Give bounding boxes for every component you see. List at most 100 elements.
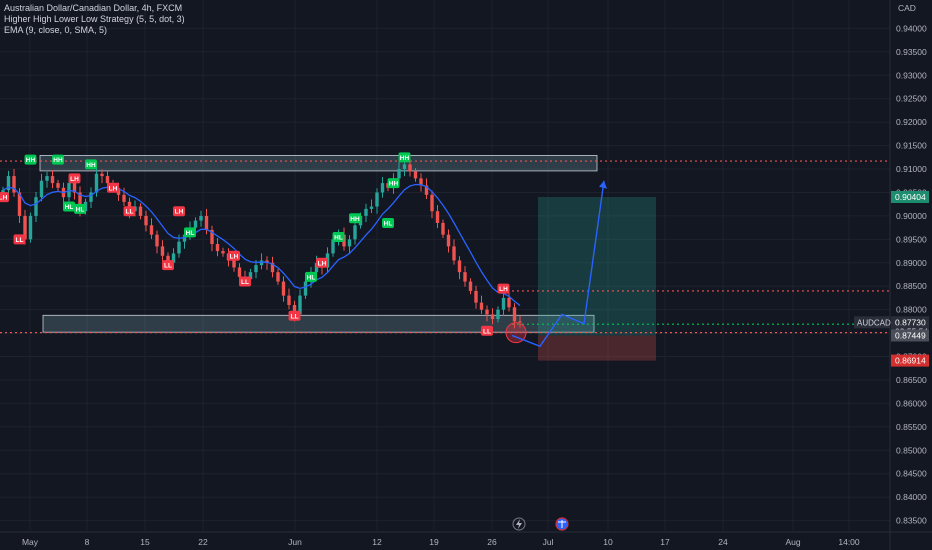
time-tick-label: 12: [372, 537, 382, 547]
structure-label-ll: LL: [13, 234, 26, 245]
target-price-tag-text: 0.90404: [895, 192, 926, 202]
time-tick-label: 26: [487, 537, 497, 547]
candle-body: [259, 260, 264, 266]
entry-price-tag-text: 0.87449: [895, 331, 926, 341]
lightning-icon-ring: [512, 517, 526, 531]
candle-body: [314, 262, 319, 273]
structure-label-hh: HH: [24, 154, 37, 165]
price-tick-label: 0.92000: [896, 117, 927, 127]
projection-path[interactable]: [511, 180, 607, 348]
lightning-icon[interactable]: [512, 517, 526, 531]
target-area[interactable]: [538, 196, 656, 336]
legend-title[interactable]: Australian Dollar/Canadian Dollar, 4h, F…: [4, 3, 183, 13]
candle-body: [34, 197, 38, 216]
candle-body: [468, 281, 473, 291]
candle-body: [457, 260, 462, 273]
target-price-tag[interactable]: 0.90404: [891, 190, 929, 203]
currency-label: CAD: [898, 3, 916, 13]
time-tick-label: 24: [718, 537, 728, 547]
candle-body: [155, 234, 159, 247]
structure-label-text: HL: [76, 206, 85, 213]
candle-body: [6, 176, 11, 191]
structure-label-box: [85, 159, 97, 170]
ema-polyline: [2, 183, 521, 307]
time-tick-label: 19: [429, 537, 439, 547]
structure-label-text: HH: [26, 157, 36, 164]
zones: [39, 155, 598, 333]
candle-body: [72, 183, 77, 193]
structure-label-text: LL: [126, 209, 134, 216]
symbol-tag-text: AUDCAD: [857, 318, 891, 327]
price-tick-label: 0.94000: [896, 23, 927, 33]
candle-body: [50, 176, 55, 184]
stop-area[interactable]: [538, 335, 656, 361]
candle-body: [56, 183, 60, 188]
structure-label-text: HL: [384, 220, 393, 227]
symbol-tag[interactable]: AUDCAD: [854, 316, 891, 329]
symbol-tag-bg: [854, 316, 890, 329]
stop-price-tag[interactable]: 0.86914: [891, 354, 929, 367]
candle-body: [199, 215, 203, 221]
candle-body: [479, 302, 484, 310]
time-axis[interactable]: May 8 15 22 Jun 12 19 26 Jul 10 17 24 Aug 14:00: [22, 537, 860, 547]
candle-body: [221, 251, 225, 254]
candle-body: [1, 190, 5, 194]
structure-label-box: [288, 310, 301, 321]
candle-body: [28, 215, 33, 240]
price-tick-label: 0.88500: [896, 281, 927, 291]
structure-label-hl: HL: [63, 201, 75, 212]
candle-body: [397, 169, 401, 179]
candle-body: [287, 295, 291, 305]
structure-label-text: LH: [70, 176, 79, 183]
candle-body: [474, 290, 478, 303]
lightning-icon-bolt: [516, 519, 522, 529]
flag-icon-cross: [558, 520, 566, 528]
candle-body: [160, 246, 165, 256]
candle-body: [248, 272, 253, 280]
structure-label-box: [382, 217, 394, 228]
structure-label-box: [13, 234, 26, 245]
structure-label-text: LL: [483, 328, 491, 335]
long-position-tool[interactable]: [538, 196, 656, 361]
time-tick-label: Jun: [288, 537, 302, 547]
structure-label-box: [107, 182, 119, 193]
structure-label-text: HL: [186, 230, 195, 237]
price-axis[interactable]: 0.94000 0.93500 0.93000 0.92500 0.92000 0.915…: [854, 3, 929, 526]
structure-label-box: [387, 178, 400, 189]
candle-body: [490, 314, 495, 320]
target-price-tag-bg: [891, 190, 929, 203]
legend-indicator-hhll[interactable]: Higher High Lower Low Strategy (5, 5, do…: [4, 14, 185, 24]
structure-label-box: [305, 271, 317, 282]
level-lines: [0, 160, 890, 334]
structure-label-box: [63, 201, 75, 212]
candle-body: [144, 215, 148, 226]
structure-label-box: [24, 154, 37, 165]
candle-body: [364, 208, 368, 216]
chart-legend: Australian Dollar/Canadian Dollar, 4h, F…: [4, 3, 185, 36]
structure-label-text: HH: [53, 157, 63, 164]
price-tick-label: 0.89000: [896, 258, 927, 268]
price-tick-label: 0.86000: [896, 398, 927, 408]
time-tick-label: 10: [603, 537, 613, 547]
legend-indicator-ema[interactable]: EMA (9, close, 0, SMA, 5): [4, 25, 108, 35]
candles: [1, 158, 522, 329]
candle-body: [138, 206, 143, 216]
current-price-tag-text: 0.87730: [895, 317, 926, 327]
projection-arrowhead: [599, 180, 607, 189]
structure-label-box: [184, 227, 196, 238]
candle-body: [149, 225, 154, 235]
candle-body: [303, 281, 308, 296]
projection-line[interactable]: [511, 180, 605, 348]
bottom-icons[interactable]: [512, 517, 569, 531]
time-tick-label: Aug: [785, 537, 800, 547]
structure-label-hl: HL: [184, 227, 196, 238]
flag-icon[interactable]: [555, 517, 569, 531]
candle-body: [298, 295, 302, 315]
structure-label-lh: LH: [316, 257, 328, 268]
time-tick-label: 15: [140, 537, 150, 547]
entry-price-tag[interactable]: 0.87449: [891, 329, 929, 342]
candle-body: [94, 173, 99, 193]
structure-label-box: [52, 154, 64, 165]
